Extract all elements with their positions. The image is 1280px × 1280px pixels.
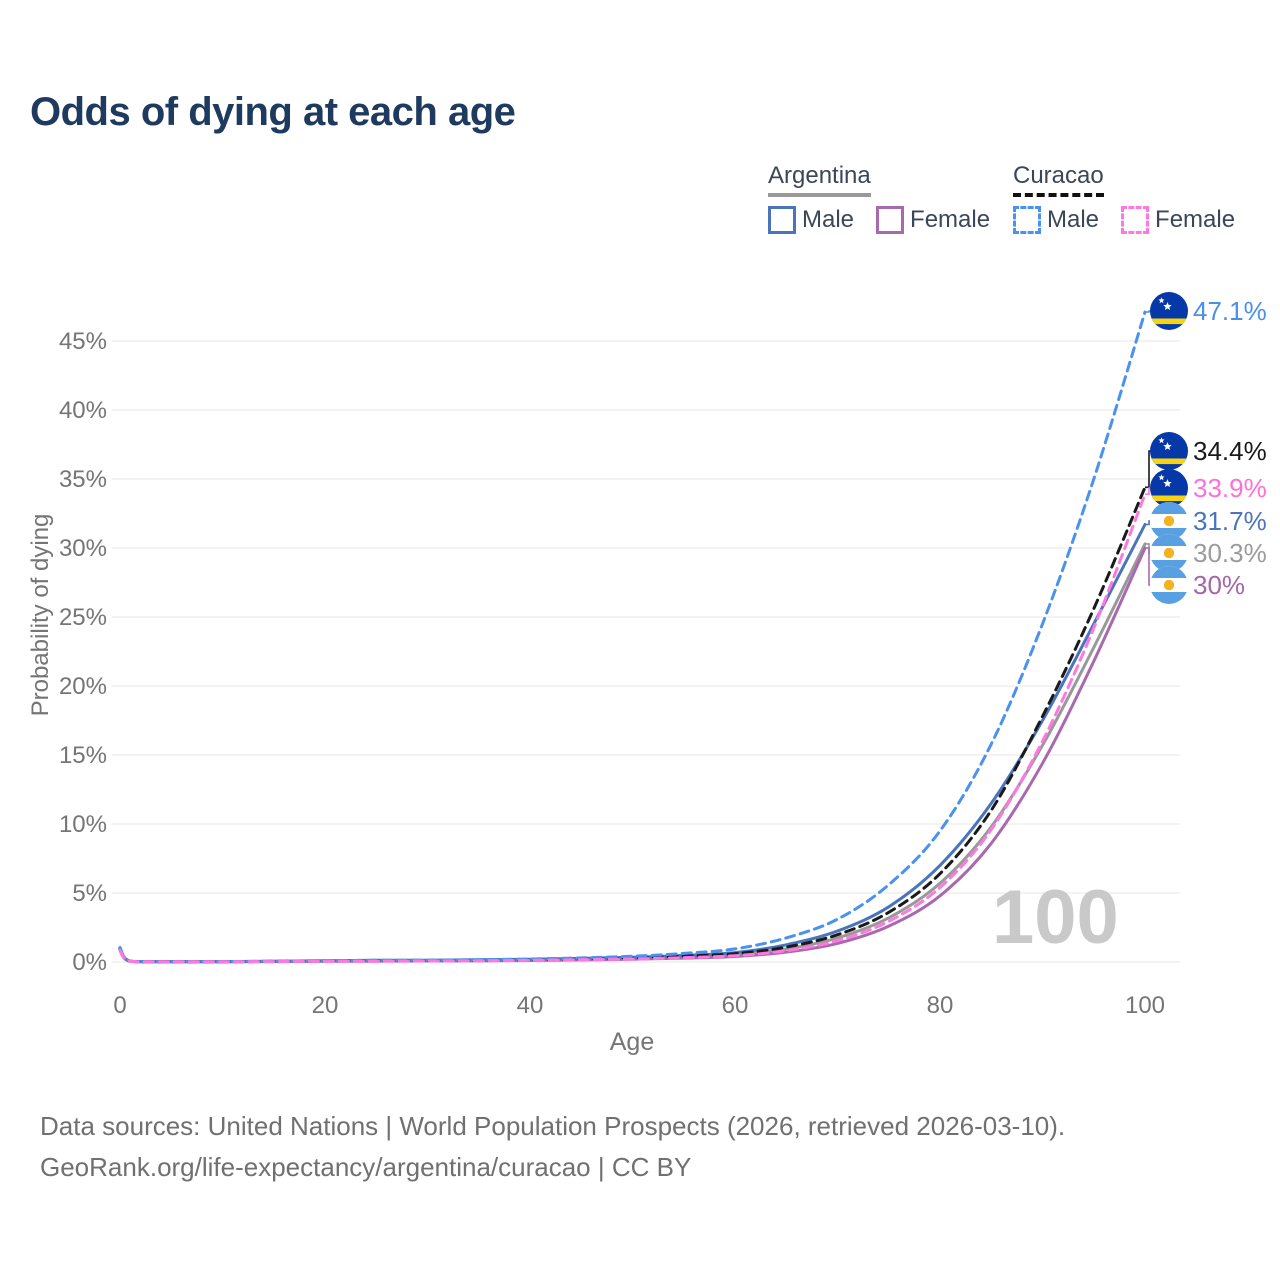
legend-country-curacao: Curacao: [1013, 162, 1104, 197]
footer: Data sources: United Nations | World Pop…: [40, 1106, 1065, 1188]
legend-checkbox-curacao-female[interactable]: [1121, 206, 1150, 234]
y-tick-label: 25%: [59, 604, 107, 631]
legend-country-argentina: Argentina: [768, 162, 871, 197]
legend-item-label[interactable]: Male: [802, 206, 855, 233]
x-tick-label: 100: [1125, 992, 1165, 1019]
end-label-value: 34.4%: [1193, 435, 1267, 466]
gridlines: [112, 340, 1180, 963]
end-label-value: 31.7%: [1193, 505, 1267, 536]
age-counter-watermark: 100: [992, 875, 1119, 960]
argentina-flag-icon: [1150, 566, 1188, 604]
x-tick-label: 20: [312, 992, 339, 1019]
legend-item-label[interactable]: Male: [1047, 206, 1100, 233]
end-label-curacao-male: 47.1%: [1150, 292, 1267, 330]
y-tick-label: 10%: [59, 811, 107, 838]
legend-item-label[interactable]: Female: [910, 206, 991, 233]
end-label-curacao-both-sexes-: 34.4%: [1150, 432, 1267, 470]
footer-attribution: GeoRank.org/life-expectancy/argentina/cu…: [40, 1152, 692, 1182]
footer-data-sources: Data sources: United Nations | World Pop…: [40, 1111, 1066, 1141]
legend-group-curacao: Curacao Male Female: [1013, 162, 1235, 234]
legend-checkbox-argentina-female[interactable]: [876, 206, 905, 234]
legend-item-label[interactable]: Female: [1155, 206, 1236, 233]
legend-checkbox-curacao-male[interactable]: [1013, 206, 1041, 234]
legend-row: Male Female: [1013, 206, 1235, 234]
end-label-argentina-female: 30%: [1150, 566, 1245, 604]
axis-ticks: 0% 5% 10% 15% 20% 25% 30% 35% 40% 45% 0 20 40 60 80 100: [59, 328, 1165, 1019]
legend-row: Male Female: [768, 206, 990, 234]
page-title: Odds of dying at each age: [30, 90, 516, 134]
end-label-value: 33.9%: [1193, 472, 1267, 503]
y-tick-label: 20%: [59, 673, 107, 700]
y-tick-label: 5%: [72, 880, 107, 907]
y-tick-label: 40%: [59, 397, 107, 424]
x-axis-title: Age: [610, 1028, 654, 1056]
end-label-value: 30.3%: [1193, 537, 1267, 568]
legend-checkbox-argentina-male[interactable]: [768, 206, 796, 234]
x-tick-label: 60: [722, 992, 749, 1019]
legend-item-curacao-female[interactable]: Female: [1121, 206, 1235, 234]
y-tick-label: 0%: [72, 949, 107, 976]
legend-item-curacao-male[interactable]: Male: [1013, 206, 1099, 234]
end-label-curacao-female: 33.9%: [1150, 469, 1267, 507]
chart-series: [118, 310, 1147, 964]
legend-item-argentina-male[interactable]: Male: [768, 206, 854, 234]
curacao-flag-icon: [1150, 432, 1188, 470]
curacao-flag-icon: [1150, 292, 1188, 330]
x-tick-label: 80: [927, 992, 954, 1019]
y-tick-label: 45%: [59, 328, 107, 355]
end-label-value: 30%: [1193, 569, 1246, 600]
legend-group-argentina: Argentina Male Female: [768, 162, 990, 234]
end-label-value: 47.1%: [1193, 295, 1267, 326]
y-tick-label: 35%: [59, 466, 107, 493]
y-axis-title: Probability of dying: [27, 514, 54, 717]
y-tick-label: 30%: [59, 535, 107, 562]
curacao-flag-icon: [1150, 469, 1188, 507]
series-line-curacao-female: [118, 492, 1147, 964]
y-tick-label: 15%: [59, 742, 107, 769]
x-tick-label: 40: [517, 992, 544, 1019]
legend-item-argentina-female[interactable]: Female: [876, 206, 990, 234]
x-tick-label: 0: [113, 992, 126, 1019]
